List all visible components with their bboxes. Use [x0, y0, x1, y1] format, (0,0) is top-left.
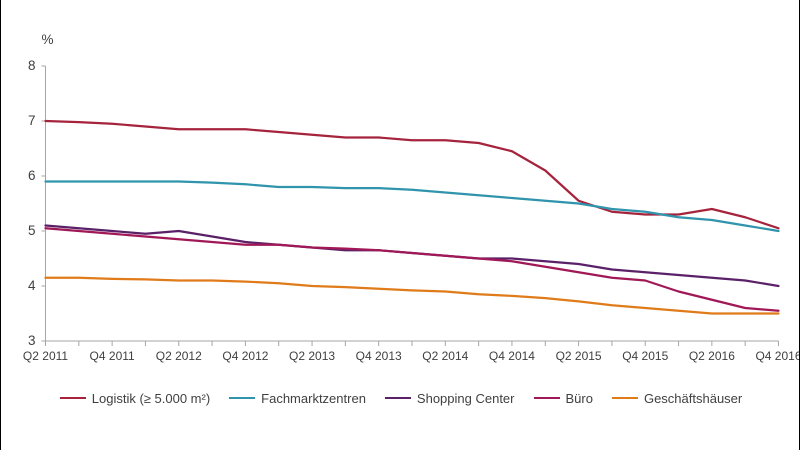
svg-text:8: 8	[28, 58, 36, 73]
svg-text:5: 5	[28, 223, 36, 238]
svg-text:Q4 2012: Q4 2012	[222, 349, 268, 363]
svg-text:Q2 2015: Q2 2015	[556, 349, 602, 363]
svg-text:3: 3	[28, 333, 36, 348]
svg-text:Q4 2013: Q4 2013	[356, 349, 402, 363]
svg-text:Q2 2014: Q2 2014	[422, 349, 468, 363]
svg-text:Q4 2015: Q4 2015	[622, 349, 668, 363]
svg-text:Q4 2014: Q4 2014	[489, 349, 535, 363]
svg-text:7: 7	[28, 113, 36, 128]
svg-text:Q2 2016: Q2 2016	[689, 349, 735, 363]
svg-text:Q4 2016: Q4 2016	[755, 349, 800, 363]
svg-text:%: %	[41, 32, 53, 47]
svg-text:4: 4	[28, 278, 36, 293]
svg-text:6: 6	[28, 168, 36, 183]
svg-text:Q4 2011: Q4 2011	[90, 349, 135, 363]
svg-text:Q2 2012: Q2 2012	[156, 349, 202, 363]
svg-text:Q2 2013: Q2 2013	[289, 349, 335, 363]
svg-text:Q2 2011: Q2 2011	[23, 349, 68, 363]
